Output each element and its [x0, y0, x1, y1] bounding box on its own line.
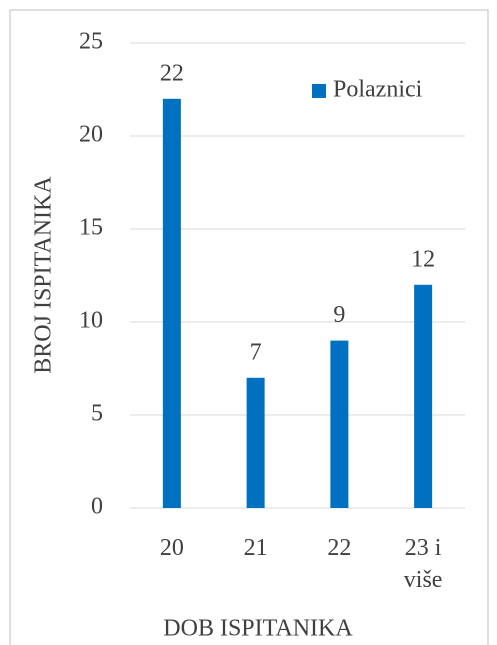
chart-border [9, 9, 489, 645]
bar [330, 340, 349, 508]
legend-swatch [312, 84, 326, 98]
y-tick-label: 5 [91, 401, 103, 427]
x-tick-label: 21 [243, 535, 268, 561]
y-tick-label: 20 [79, 122, 103, 148]
x-tick-label: 20 [159, 535, 184, 561]
x-tick-label: 22 [327, 535, 352, 561]
bar [414, 284, 433, 508]
bar [246, 377, 265, 508]
y-tick-label: 25 [79, 29, 103, 55]
y-axis-title: BROJ ISPITANIKA [31, 176, 57, 374]
data-label: 22 [160, 60, 184, 86]
x-tick-label: 23 i više [403, 535, 443, 593]
data-label: 9 [333, 302, 345, 328]
bar [162, 98, 181, 509]
data-label: 7 [250, 339, 262, 365]
data-label: 12 [411, 246, 435, 272]
y-tick-label: 10 [79, 308, 103, 334]
legend-label: Polaznici [333, 77, 423, 103]
y-tick-label: 0 [91, 494, 103, 520]
x-axis-title: DOB ISPITANIKA [163, 616, 353, 642]
y-tick-label: 15 [79, 215, 103, 241]
